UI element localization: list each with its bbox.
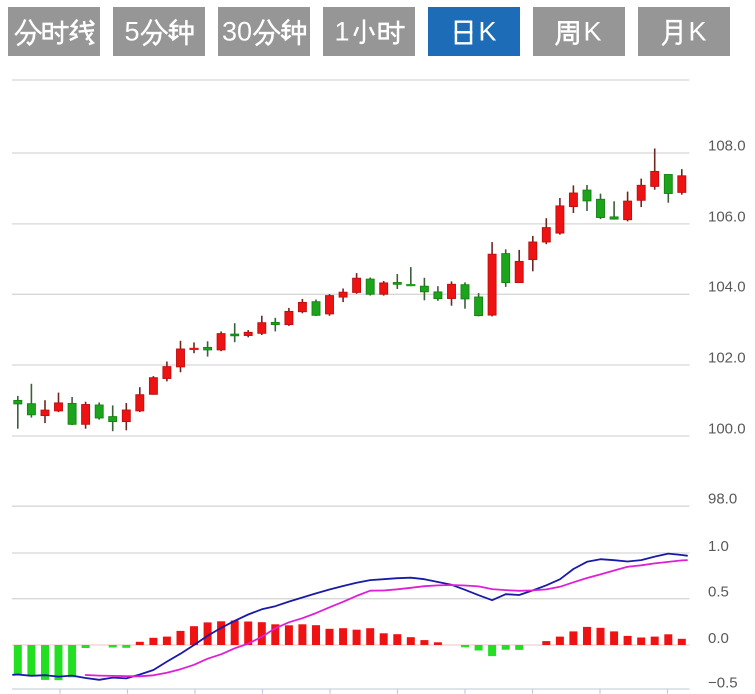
svg-text:1: 1 [335,17,350,47]
svg-text:104.0: 104.0 [708,279,746,296]
svg-text:98.0: 98.0 [708,491,737,508]
svg-text:K: K [584,17,602,47]
svg-text:K: K [689,17,707,47]
svg-text:108.0: 108.0 [708,137,746,154]
svg-text:30: 30 [222,17,252,47]
svg-text:100.0: 100.0 [708,420,746,437]
svg-text:1.0: 1.0 [708,538,729,555]
svg-text:5: 5 [125,17,140,47]
svg-text:K: K [479,17,497,47]
svg-text:102.0: 102.0 [708,349,746,366]
svg-text:106.0: 106.0 [708,208,746,225]
svg-text:−0.5: −0.5 [708,675,738,692]
svg-text:0.0: 0.0 [708,630,729,647]
svg-text:0.5: 0.5 [708,584,729,601]
